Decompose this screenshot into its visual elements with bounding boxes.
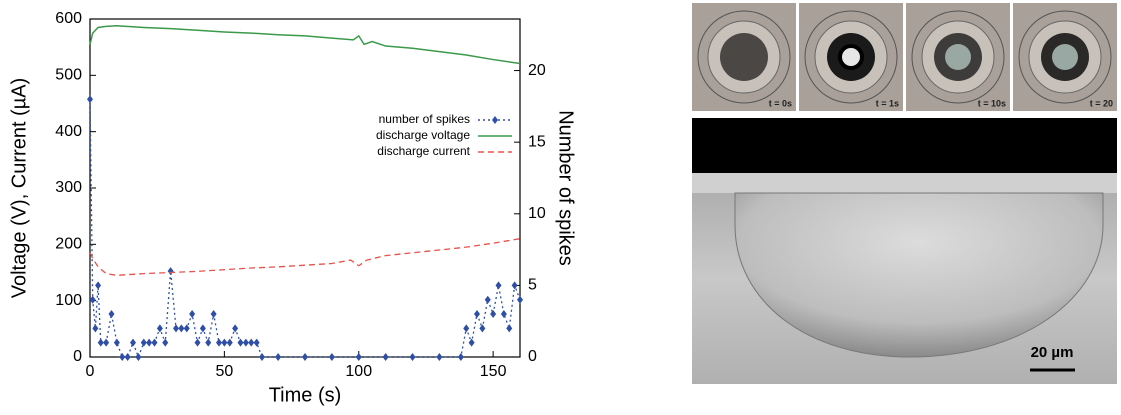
spike-marker: [89, 295, 96, 304]
y-tick-label: 400: [55, 123, 82, 140]
photo-ring: [911, 10, 1005, 104]
spike-marker: [189, 310, 196, 319]
y-tick-label: 100: [55, 292, 82, 309]
spike-marker: [275, 353, 282, 361]
spike-marker: [87, 95, 93, 104]
spike-marker: [205, 338, 212, 347]
spike-marker: [237, 338, 244, 347]
y2-tick-label: 10: [528, 205, 546, 222]
spike-marker: [178, 324, 185, 333]
spike-marker: [484, 295, 491, 304]
spike-marker: [248, 338, 255, 347]
photo-hole: [838, 44, 864, 70]
scale-bar-label: 20 µm: [1031, 344, 1074, 361]
spike-marker: [140, 338, 147, 347]
spike-marker: [124, 353, 131, 361]
legend-label: discharge voltage: [376, 128, 470, 142]
photo-label: t = 10s: [978, 98, 1006, 108]
y2-tick-label: 5: [528, 277, 537, 294]
spike-marker: [210, 310, 217, 319]
spike-marker: [355, 353, 362, 361]
y-tick-label: 0: [73, 348, 82, 365]
spike-marker: [173, 324, 179, 333]
spike-marker: [92, 324, 99, 333]
spike-marker: [130, 338, 136, 347]
y2-tick-label: 15: [528, 133, 546, 150]
spike-marker: [409, 353, 416, 361]
spike-marker: [135, 353, 142, 361]
spike-marker: [108, 310, 115, 319]
spike-marker: [253, 338, 260, 347]
spike-marker: [479, 324, 486, 333]
spike-marker: [146, 338, 153, 347]
spike-marker: [517, 295, 523, 304]
spike-marker: [167, 267, 174, 276]
spike-marker: [500, 310, 507, 319]
spike-marker: [216, 338, 222, 347]
legend-label: discharge current: [377, 144, 470, 158]
photo-hole: [945, 44, 971, 70]
spike-marker: [242, 338, 249, 347]
spike-marker: [511, 281, 518, 290]
plot-frame: [89, 18, 521, 358]
spike-marker: [232, 324, 239, 333]
photo-ring: [804, 10, 898, 104]
y-tick-label: 300: [55, 179, 82, 196]
spike-marker: [113, 338, 120, 347]
legend-marker: [492, 116, 498, 124]
y2-axis-label: Number of spikes: [555, 110, 577, 266]
spike-marker: [328, 353, 335, 361]
photo-strip: t = 0s t = 1s t = 10s t = 20: [692, 3, 1117, 111]
spike-marker: [156, 324, 163, 333]
spike-marker: [162, 338, 169, 347]
photo-spot: [720, 33, 768, 81]
spike-marker: [457, 353, 464, 361]
x-tick-label: 100: [345, 363, 372, 380]
spike-marker: [119, 353, 126, 361]
sem-image: 20 µm: [692, 118, 1117, 384]
spike-marker: [468, 338, 475, 347]
x-tick-label: 50: [215, 363, 233, 380]
spike-marker: [495, 281, 502, 290]
spike-marker: [474, 310, 480, 319]
spike-marker: [103, 338, 110, 347]
spike-marker: [226, 338, 233, 347]
series-line: [89, 99, 521, 359]
y-axis-label: Voltage (V), Current (µA): [8, 78, 30, 299]
x-tick-label: 0: [86, 363, 95, 380]
y2-tick-label: 0: [528, 348, 537, 365]
photo-hole: [1052, 44, 1078, 70]
spike-marker: [221, 338, 228, 347]
spike-marker: [194, 338, 201, 347]
spike-marker: [151, 338, 158, 347]
spike-marker: [199, 324, 206, 333]
spike-marker: [382, 353, 389, 361]
series-line: [89, 25, 521, 65]
spike-marker: [259, 353, 265, 361]
spike-marker: [436, 353, 443, 361]
spike-marker: [95, 281, 102, 290]
spike-marker: [302, 353, 308, 361]
spike-marker: [97, 338, 104, 347]
photo-label: t = 0s: [769, 98, 792, 108]
x-axis-label: Time (s): [269, 384, 342, 406]
photo-ring: [1018, 10, 1112, 104]
photo-label: t = 1s: [876, 98, 899, 108]
y2-tick-label: 20: [528, 62, 546, 79]
spike-marker: [506, 324, 513, 333]
spike-marker: [463, 324, 470, 333]
y-tick-label: 500: [55, 67, 82, 84]
y-tick-label: 600: [55, 10, 82, 27]
spike-marker: [490, 310, 497, 319]
photo-label: t = 20: [1090, 98, 1113, 108]
legend-label: number of spikes: [379, 112, 470, 126]
series-line: [89, 238, 521, 276]
y-tick-label: 200: [55, 236, 82, 253]
x-tick-label: 150: [480, 363, 507, 380]
spike-marker: [183, 324, 190, 333]
photo-ring: [697, 10, 791, 104]
